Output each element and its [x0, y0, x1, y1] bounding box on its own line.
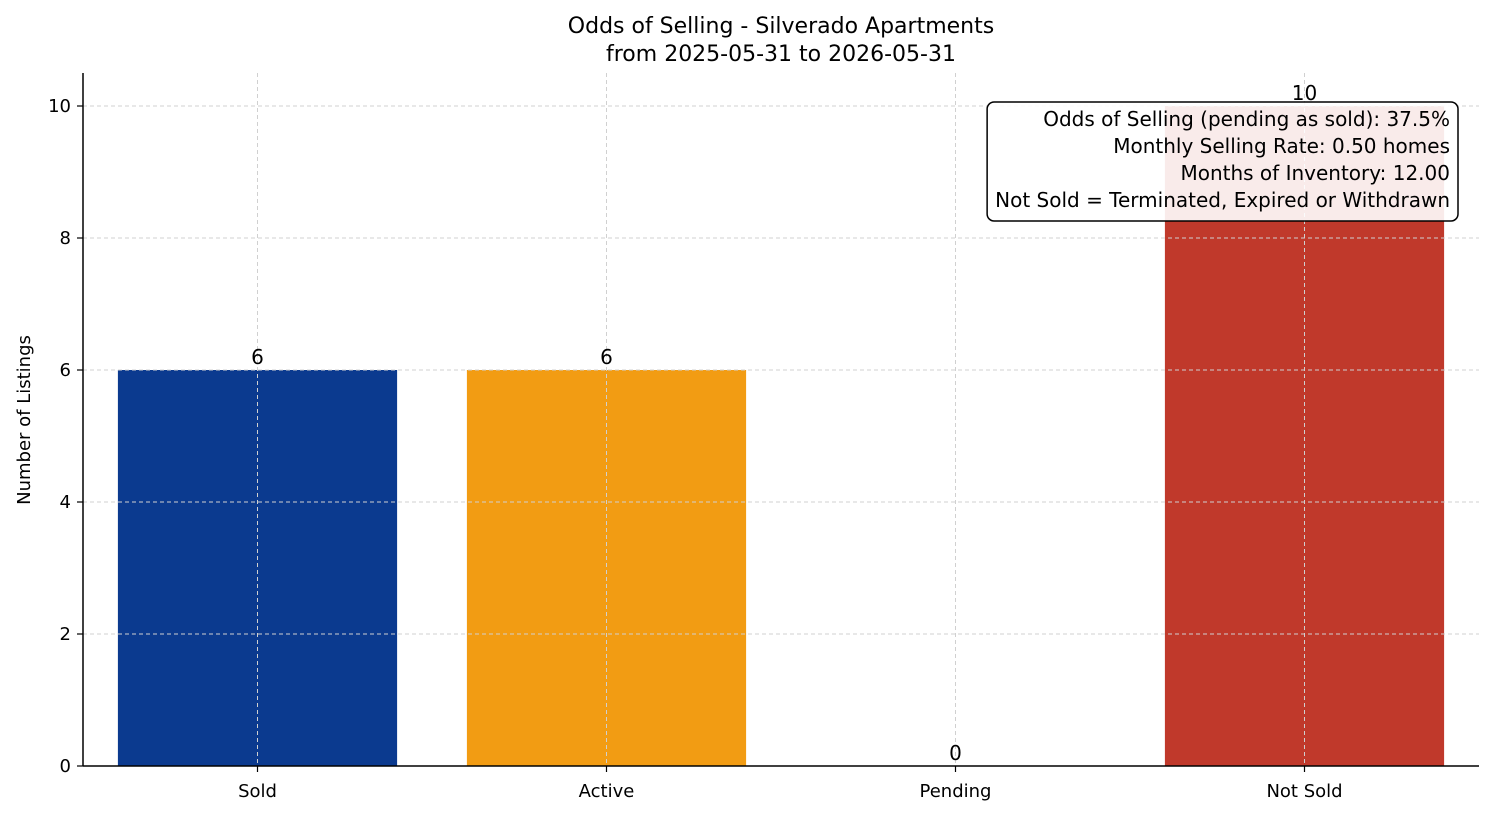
- annotation-box: Odds of Selling (pending as sold): 37.5%…: [986, 101, 1459, 222]
- annotation-line: Not Sold = Terminated, Expired or Withdr…: [995, 188, 1450, 212]
- chart-title: Odds of Selling - Silverado Apartments: [568, 14, 994, 39]
- axes-layer: [77, 73, 1479, 772]
- y-tick-label: 0: [60, 756, 71, 777]
- labels-layer: 0 2 4 6 8 10 Sold Active Pending Not Sold 6 6 0 10: [48, 81, 1342, 802]
- annotation-line: Months of Inventory: 12.00: [1180, 161, 1450, 185]
- chart-subtitle: from 2025-05-31 to 2026-05-31: [606, 42, 956, 67]
- y-tick-label: 2: [60, 624, 71, 645]
- x-tick-label: Pending: [920, 781, 992, 802]
- x-tick-label: Not Sold: [1266, 781, 1342, 802]
- y-axis-label: Number of Listings: [14, 335, 35, 505]
- y-tick-label: 6: [60, 360, 71, 381]
- annotation-line: Monthly Selling Rate: 0.50 homes: [1113, 134, 1450, 158]
- data-label: 6: [600, 345, 613, 369]
- x-tick-label: Sold: [238, 781, 277, 802]
- data-label: 0: [949, 741, 962, 765]
- data-label: 6: [251, 345, 264, 369]
- y-tick-label: 4: [60, 492, 71, 513]
- annotation-box-frame: [986, 101, 1459, 222]
- data-label: 10: [1292, 81, 1317, 105]
- y-tick-label: 8: [60, 228, 71, 249]
- annotation-line: Odds of Selling (pending as sold): 37.5%: [1043, 107, 1450, 131]
- x-tick-label: Active: [579, 781, 635, 802]
- y-tick-label: 10: [48, 96, 71, 117]
